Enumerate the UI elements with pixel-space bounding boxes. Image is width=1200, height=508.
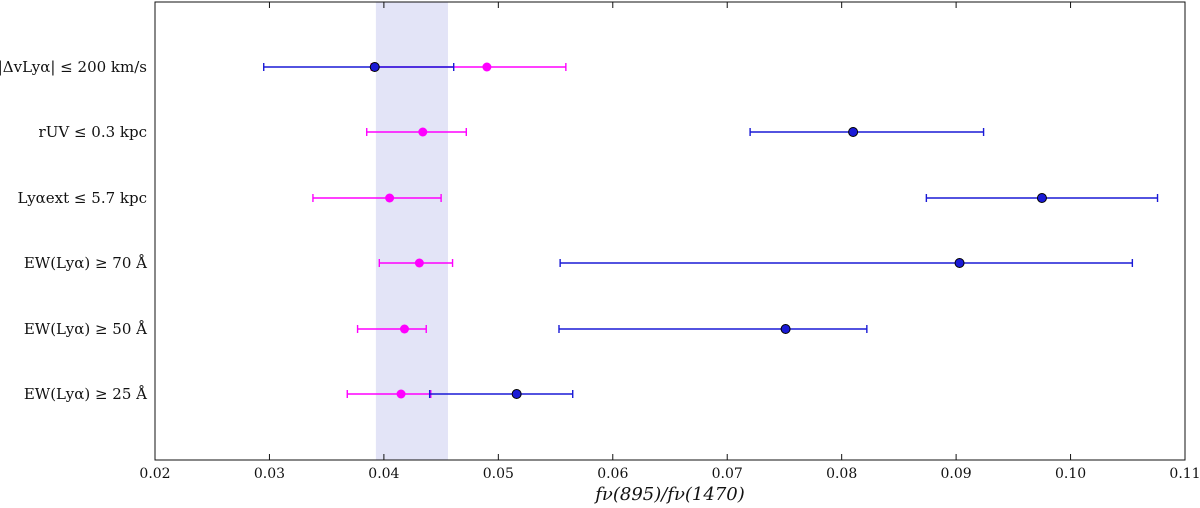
category-label: |ΔvLyα| ≤ 200 km/s <box>0 58 147 76</box>
series-1 <box>312 62 567 399</box>
data-point <box>414 258 424 268</box>
data-point <box>780 324 791 334</box>
data-point <box>511 389 522 399</box>
plot-layer <box>263 62 1159 399</box>
category-label: EW(Lyα) ≥ 70 Å <box>24 254 147 272</box>
category-label: Lyαext ≤ 5.7 kpc <box>18 189 148 207</box>
reference-band <box>375 2 448 460</box>
category-label: rUV ≤ 0.3 kpc <box>39 123 147 141</box>
plot-frame <box>154 1 1186 461</box>
series-2 <box>263 62 1159 399</box>
data-point <box>1036 193 1047 203</box>
x-tick-label: 0.04 <box>368 466 399 482</box>
x-tick-label: 0.02 <box>139 466 170 482</box>
x-tick-label: 0.03 <box>254 466 285 482</box>
x-tick-label: 0.11 <box>1169 466 1200 482</box>
data-point <box>399 324 409 334</box>
data-point <box>396 389 406 399</box>
data-point <box>954 258 965 268</box>
data-point <box>848 127 859 137</box>
y-axis: |ΔvLyα| ≤ 200 km/s rUV ≤ 0.3 kpc Lyαext ≤ … <box>0 58 147 403</box>
x-tick-label: 0.08 <box>826 466 857 482</box>
x-tick-label: 0.05 <box>483 466 514 482</box>
data-point <box>369 62 380 72</box>
x-axis: 0.02 0.03 0.04 0.05 0.06 0.07 0.08 0.09 0.10 0.11 <box>139 2 1200 482</box>
data-point <box>482 62 492 72</box>
category-label: EW(Lyα) ≥ 50 Å <box>24 320 147 338</box>
x-tick-label: 0.07 <box>712 466 743 482</box>
x-axis-title: fν(895)/fν(1470) <box>593 484 745 505</box>
data-point <box>418 127 428 137</box>
x-tick-label: 0.09 <box>941 466 972 482</box>
x-tick-label: 0.10 <box>1055 466 1086 482</box>
category-label: EW(Lyα) ≥ 25 Å <box>24 385 147 403</box>
data-point <box>385 193 395 203</box>
x-tick-label: 0.06 <box>597 466 628 482</box>
